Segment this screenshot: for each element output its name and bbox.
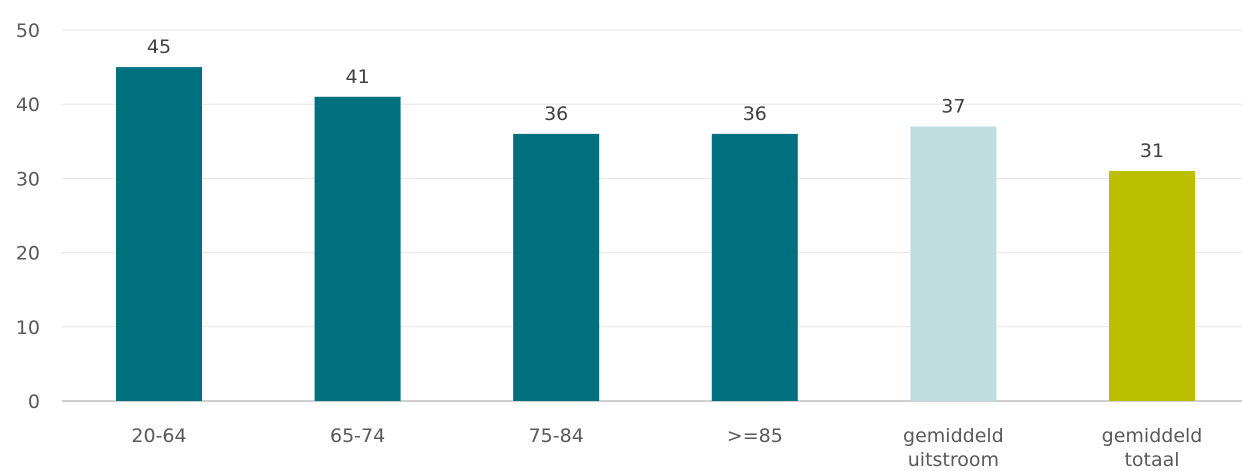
y-tick-label: 50 bbox=[16, 20, 40, 42]
data-label: 36 bbox=[544, 103, 568, 125]
bar bbox=[116, 67, 202, 401]
y-tick-label: 30 bbox=[16, 168, 40, 190]
y-axis-ticks: 0 10 20 30 40 50 bbox=[16, 20, 40, 413]
bar bbox=[711, 133, 798, 401]
bar bbox=[314, 96, 401, 401]
x-tick-label-line: 65-74 bbox=[330, 425, 385, 447]
gridlines bbox=[62, 29, 1242, 402]
data-label: 45 bbox=[147, 36, 171, 58]
bar bbox=[1109, 170, 1195, 401]
x-axis-ticks: 20-64 65-74 75-84 >=85 gemiddeld uitstroomgem… bbox=[131, 425, 1202, 471]
x-tick-label-line: 75-84 bbox=[529, 425, 584, 447]
y-tick-label: 40 bbox=[16, 94, 40, 116]
x-tick-label-line: gemiddeld bbox=[1102, 425, 1203, 447]
x-tick-label: 65-74 bbox=[330, 425, 385, 447]
x-tick-label: 75-84 bbox=[529, 425, 584, 447]
x-tick-label-line: totaal bbox=[1124, 449, 1179, 471]
y-tick-label: 0 bbox=[28, 391, 40, 413]
data-labels: 45 41 36 36 37 31 bbox=[147, 36, 1164, 162]
bar bbox=[910, 126, 997, 402]
x-tick-label: gemiddeld uitstroom bbox=[903, 425, 1004, 471]
x-tick-label-line: >=85 bbox=[727, 425, 783, 447]
data-label: 41 bbox=[346, 66, 370, 88]
x-tick-label: gemiddeld totaal bbox=[1102, 425, 1203, 471]
y-tick-label: 10 bbox=[16, 317, 40, 339]
bar bbox=[513, 133, 600, 401]
x-tick-label: >=85 bbox=[727, 425, 783, 447]
data-label: 37 bbox=[941, 95, 965, 117]
x-tick-label-line: uitstroom bbox=[908, 449, 999, 471]
y-tick-label: 20 bbox=[16, 243, 40, 265]
x-tick-label-line: 20-64 bbox=[131, 425, 186, 447]
data-label: 36 bbox=[743, 103, 767, 125]
data-label: 31 bbox=[1140, 140, 1164, 162]
x-tick-label-line: gemiddeld bbox=[903, 425, 1004, 447]
x-tick-label: 20-64 bbox=[131, 425, 186, 447]
bars bbox=[116, 67, 1195, 402]
